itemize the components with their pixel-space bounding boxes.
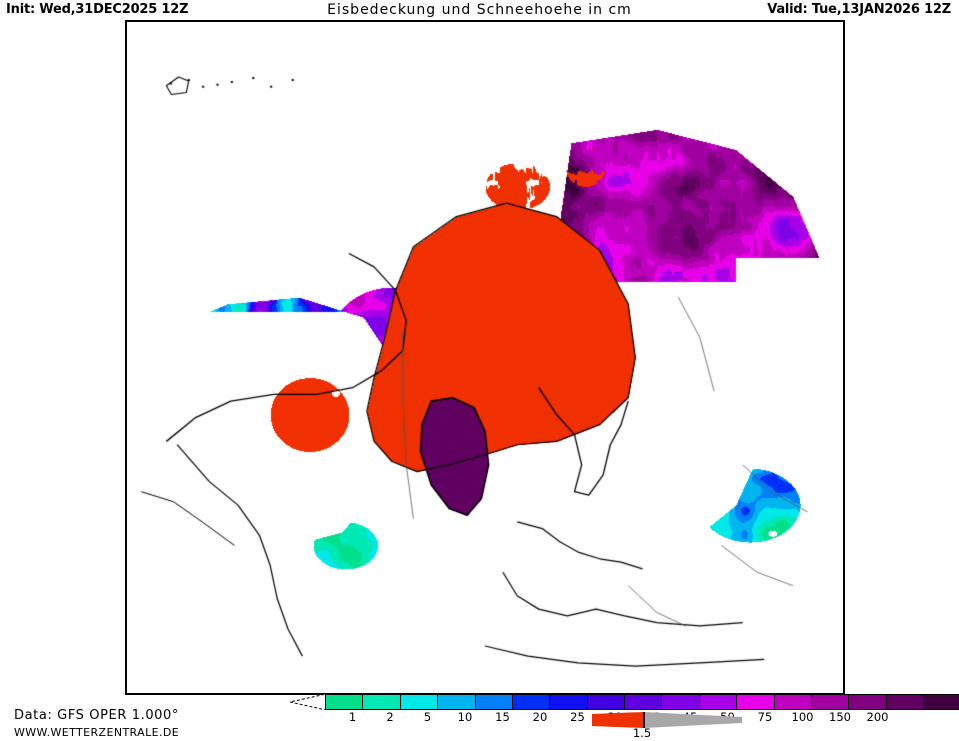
data-source-label: Data: GFS OPER 1.000°: [14, 708, 180, 723]
colorbar-left-wedge-icon: [290, 694, 326, 710]
colorbar-band: [326, 695, 364, 709]
init-time-label: Init: Wed,31DEC2025 12Z: [6, 2, 189, 17]
map-canvas[interactable]: [127, 22, 843, 693]
ice-bar-grey-wedge: [644, 712, 742, 728]
colorbar-tick-label: 75: [757, 710, 773, 724]
colorbar-tick-label: 200: [866, 710, 889, 724]
colorbar-band: [699, 695, 738, 709]
map-title: Eisbedeckung und Schneehoehe in cm: [327, 2, 632, 18]
colorbar-band: [363, 695, 401, 709]
colorbar-tick-label: 100: [791, 710, 814, 724]
colorbar-band: [400, 695, 439, 709]
colorbar-tick-label: 2: [386, 710, 394, 724]
ice-bar-tick-label: 1.5: [632, 726, 652, 740]
map-frame[interactable]: [125, 20, 845, 695]
colorbar-band: [849, 695, 887, 709]
colorbar-tick-label: 20: [532, 710, 548, 724]
colorbar-tick-label: 15: [495, 710, 510, 724]
colorbar-band: [886, 695, 924, 709]
website-label: WWW.WETTERZENTRALE.DE: [14, 726, 180, 739]
ice-bar-red-wedge: [592, 712, 644, 728]
colorbar-tick-label: 25: [570, 710, 585, 724]
colorbar-tick-label: 150: [829, 710, 851, 724]
colorbar-band: [438, 695, 476, 709]
colorbar-band: [512, 695, 551, 709]
colorbar-band: [625, 695, 663, 709]
colorbar-tick-label: 5: [423, 710, 432, 724]
colorbar-bands: [325, 694, 959, 710]
colorbar-band: [662, 695, 700, 709]
colorbar-tick-label: 1: [348, 710, 357, 724]
colorbar-band: [587, 695, 625, 709]
colorbar-band: [475, 695, 513, 709]
colorbar-band: [924, 695, 959, 709]
ice-cover-colorbar: [592, 712, 742, 728]
colorbar-band: [737, 695, 775, 709]
valid-time-label: Valid: Tue,13JAN2026 12Z: [767, 2, 951, 17]
colorbar-band: [811, 695, 850, 709]
colorbar-tick-label: 10: [457, 710, 473, 724]
colorbar-band: [550, 695, 588, 709]
colorbar-band: [774, 695, 812, 709]
